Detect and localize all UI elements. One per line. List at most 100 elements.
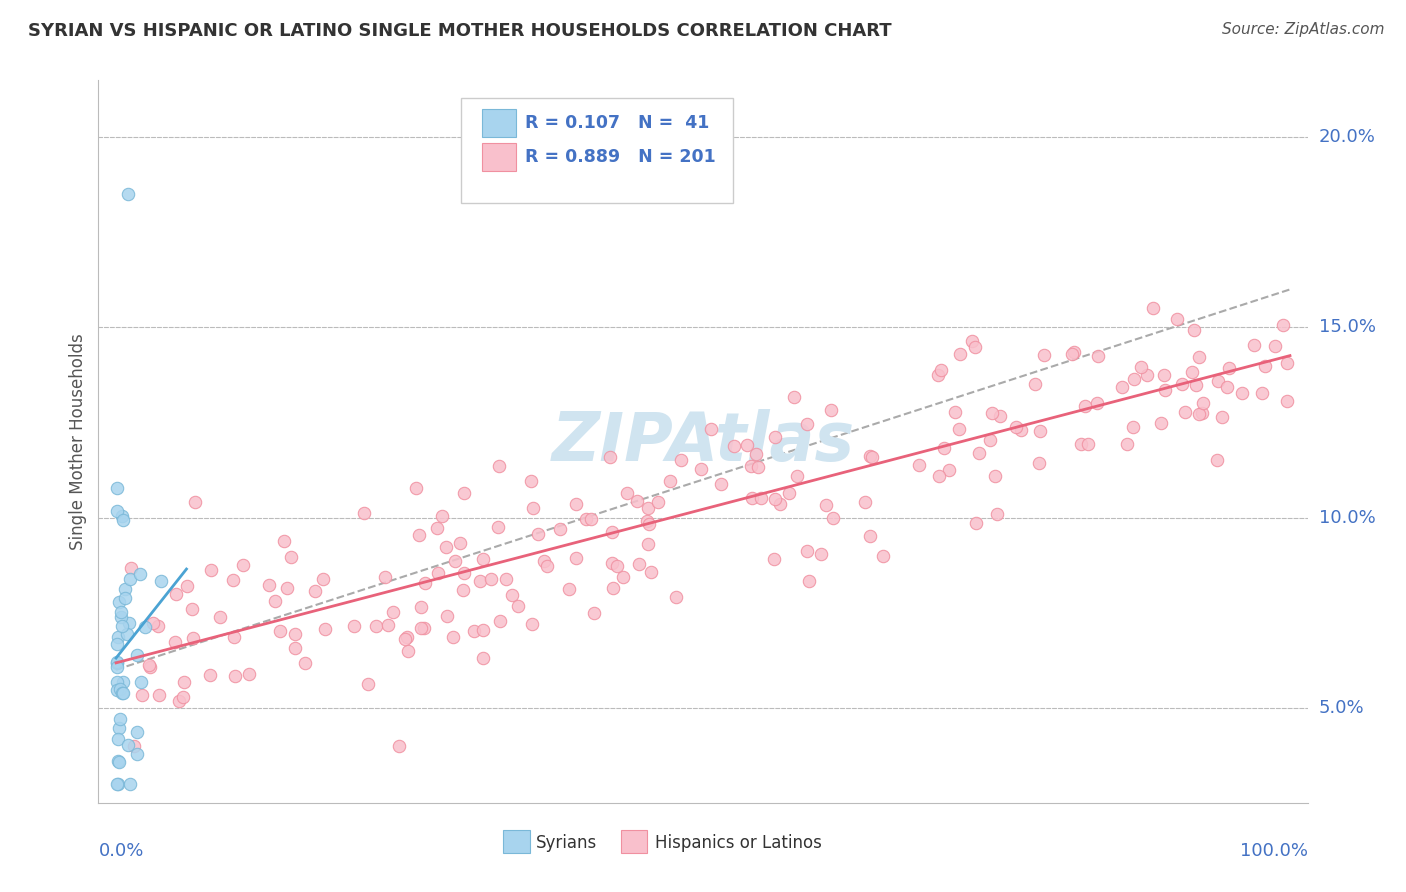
- Point: [763, 430, 786, 444]
- Text: ZIPAtlas: ZIPAtlas: [551, 409, 855, 475]
- Point: [120, 561, 142, 575]
- Point: [872, 549, 894, 563]
- Point: [413, 576, 436, 591]
- Point: [486, 520, 509, 534]
- Point: [965, 516, 987, 530]
- Point: [1024, 377, 1046, 392]
- Point: [647, 494, 669, 508]
- Point: [797, 574, 820, 588]
- Point: [232, 558, 254, 572]
- Point: [111, 513, 134, 527]
- Point: [222, 630, 245, 644]
- Point: [1218, 360, 1240, 375]
- Point: [222, 573, 245, 587]
- Point: [111, 686, 134, 700]
- Point: [405, 481, 427, 495]
- Point: [986, 508, 1008, 522]
- Bar: [621, 830, 647, 854]
- Point: [983, 469, 1005, 483]
- Point: [444, 554, 467, 568]
- Point: [778, 486, 800, 500]
- Point: [949, 347, 972, 361]
- Point: [810, 547, 832, 561]
- Point: [637, 537, 659, 551]
- Point: [108, 756, 131, 770]
- Point: [264, 594, 287, 608]
- Point: [1077, 436, 1099, 450]
- Point: [388, 739, 411, 753]
- Point: [853, 494, 876, 508]
- Text: 20.0%: 20.0%: [1319, 128, 1375, 146]
- Point: [522, 501, 544, 516]
- Text: R = 0.889   N = 201: R = 0.889 N = 201: [526, 148, 716, 166]
- Point: [110, 681, 132, 696]
- Point: [125, 724, 148, 739]
- Point: [426, 566, 449, 580]
- Point: [628, 557, 651, 571]
- Point: [117, 615, 139, 630]
- Point: [312, 572, 335, 586]
- Point: [943, 405, 966, 419]
- Point: [796, 544, 818, 558]
- Point: [495, 572, 517, 586]
- Text: Hispanics or Latinos: Hispanics or Latinos: [655, 834, 821, 852]
- Point: [169, 694, 191, 708]
- Point: [786, 468, 808, 483]
- Point: [120, 572, 142, 586]
- Point: [149, 574, 172, 589]
- Point: [176, 579, 198, 593]
- Point: [960, 334, 983, 349]
- Point: [1010, 423, 1032, 437]
- Point: [602, 525, 624, 540]
- Point: [488, 459, 510, 474]
- Point: [105, 656, 128, 670]
- Point: [637, 517, 659, 532]
- Text: 100.0%: 100.0%: [1240, 842, 1308, 860]
- Point: [472, 650, 495, 665]
- Point: [107, 631, 129, 645]
- Point: [1150, 416, 1173, 430]
- Point: [273, 533, 295, 548]
- Point: [127, 747, 149, 762]
- Point: [533, 554, 555, 568]
- Point: [224, 668, 246, 682]
- Point: [436, 609, 458, 624]
- Point: [105, 504, 128, 518]
- Point: [575, 512, 598, 526]
- Point: [501, 588, 523, 602]
- Point: [745, 447, 768, 461]
- Text: R = 0.107   N =  41: R = 0.107 N = 41: [526, 114, 710, 132]
- Text: SYRIAN VS HISPANIC OR LATINO SINGLE MOTHER HOUSEHOLDS CORRELATION CHART: SYRIAN VS HISPANIC OR LATINO SINGLE MOTH…: [28, 22, 891, 40]
- Point: [640, 566, 662, 580]
- Point: [1275, 356, 1298, 370]
- Point: [107, 683, 129, 698]
- Point: [120, 777, 142, 791]
- Point: [741, 491, 763, 505]
- Point: [172, 690, 194, 704]
- Point: [740, 459, 762, 474]
- Point: [134, 619, 156, 633]
- Point: [436, 540, 458, 554]
- Point: [131, 689, 153, 703]
- Point: [606, 558, 628, 573]
- Point: [111, 686, 134, 700]
- Point: [1136, 368, 1159, 382]
- Point: [180, 602, 202, 616]
- Point: [472, 552, 495, 566]
- Point: [762, 551, 785, 566]
- Point: [979, 433, 1001, 447]
- Text: 15.0%: 15.0%: [1319, 318, 1375, 336]
- Point: [1251, 386, 1274, 401]
- Point: [441, 630, 464, 644]
- Text: Syrians: Syrians: [536, 834, 598, 852]
- Point: [200, 563, 222, 577]
- Point: [396, 644, 419, 658]
- Point: [581, 512, 603, 526]
- Point: [107, 777, 129, 791]
- Point: [408, 527, 430, 541]
- Point: [1192, 396, 1215, 410]
- Point: [1243, 337, 1265, 351]
- Point: [1271, 318, 1294, 333]
- Point: [294, 656, 316, 670]
- Point: [536, 559, 558, 574]
